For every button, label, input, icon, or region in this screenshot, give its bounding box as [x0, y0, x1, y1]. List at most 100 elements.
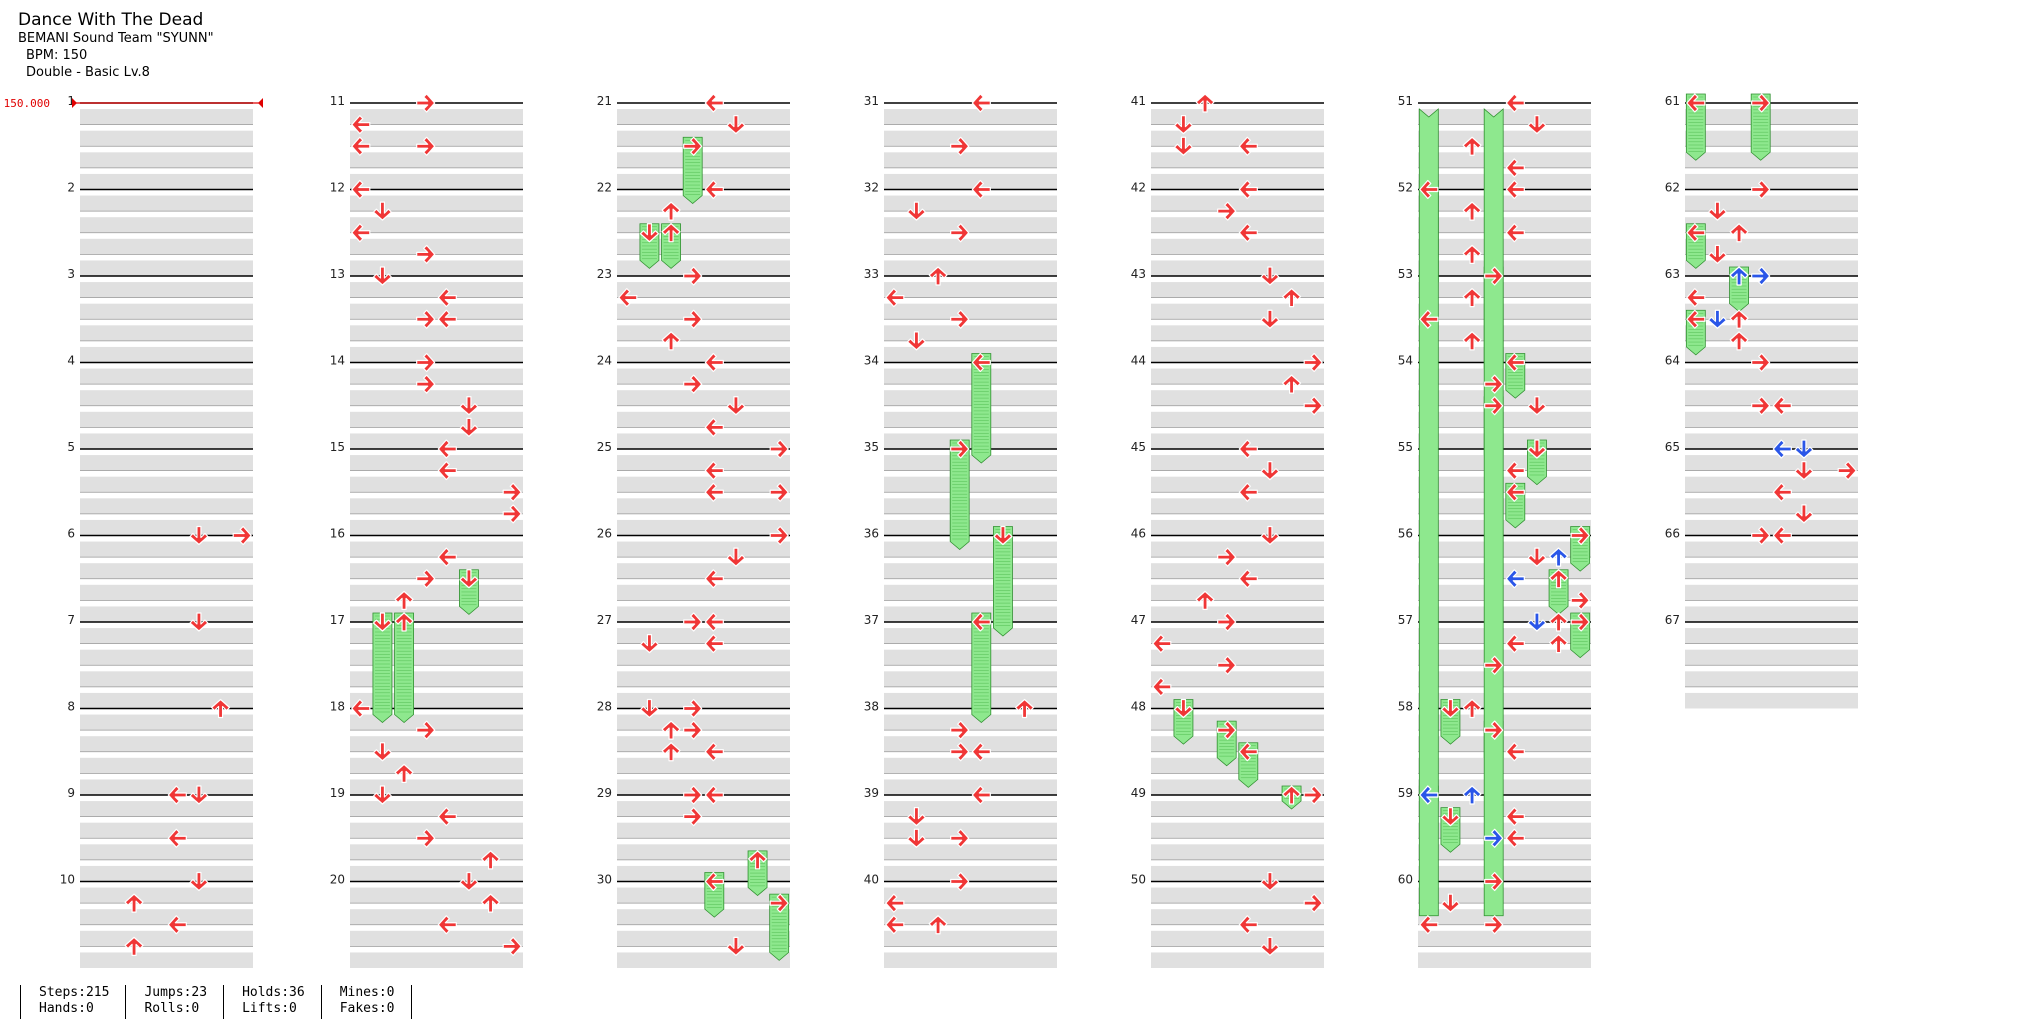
- stat-value: Jumps:23: [144, 985, 208, 1000]
- arrow-up-icon: [480, 893, 501, 913]
- measure-number: 59: [1398, 786, 1413, 800]
- arrow-down-icon: [459, 417, 479, 437]
- measure-number: 62: [1665, 181, 1680, 195]
- beat-band: [350, 109, 523, 125]
- beat-band: [617, 238, 790, 255]
- arrow-up-icon: [394, 763, 414, 783]
- measure-number: 9: [67, 786, 75, 800]
- beat-band: [1685, 433, 1858, 449]
- beat-band: [80, 930, 253, 947]
- arrow-down-icon: [189, 525, 209, 546]
- measure-number: 36: [864, 527, 879, 541]
- beat-band: [884, 433, 1057, 449]
- beat-band: [80, 433, 253, 449]
- arrow-right-icon: [1303, 396, 1323, 416]
- beat-band: [1418, 952, 1591, 968]
- arrow-right-icon: [1570, 525, 1590, 546]
- beat-band: [1151, 563, 1324, 579]
- arrow-left-icon: [971, 742, 991, 762]
- beat-band: [884, 757, 1057, 774]
- beat-band: [1418, 563, 1591, 579]
- arrow-right-icon: [950, 223, 970, 243]
- measure-number: 53: [1398, 267, 1413, 281]
- measure-number: 56: [1398, 527, 1413, 541]
- beat-band: [884, 217, 1057, 233]
- arrow-up-icon: [394, 590, 414, 610]
- beat-band: [1685, 195, 1858, 212]
- beat-band: [1151, 498, 1324, 514]
- measure-number: 1: [67, 94, 75, 108]
- beat-band: [1685, 563, 1858, 579]
- measure-number: 26: [597, 527, 612, 541]
- measure-number: 31: [864, 94, 879, 108]
- measure-number: 51: [1398, 94, 1413, 108]
- arrow-right-icon: [1217, 720, 1237, 740]
- beat-band: [80, 692, 253, 709]
- arrow-down-icon: [189, 785, 209, 805]
- beat-band: [1685, 346, 1858, 363]
- arrow-up-icon: [1281, 785, 1302, 805]
- beat-band: [1151, 541, 1324, 558]
- beat-band: [884, 714, 1057, 731]
- arrow-up-icon: [124, 936, 144, 956]
- arrow-left-icon: [1152, 634, 1172, 654]
- arrow-down-icon: [459, 569, 479, 589]
- arrow-down-icon: [726, 936, 746, 956]
- arrow-left-icon: [704, 179, 724, 200]
- beat-band: [350, 433, 523, 449]
- arrow-right-icon: [950, 439, 970, 459]
- arrow-up-icon: [1195, 590, 1215, 610]
- arrow-left-icon: [1238, 439, 1258, 459]
- beat-band: [884, 649, 1057, 666]
- beat-band: [80, 822, 253, 839]
- arrow-up-icon: [480, 850, 501, 870]
- arrow-up-icon: [394, 612, 414, 632]
- beat-band: [80, 195, 253, 212]
- hold-note: [949, 439, 970, 551]
- arrow-up-icon: [1462, 136, 1482, 156]
- beat-band: [1151, 173, 1324, 190]
- arrow-left-icon: [1419, 309, 1439, 329]
- beat-band: [350, 844, 523, 860]
- beat-band: [1151, 757, 1324, 774]
- arrow-up-icon: [124, 893, 144, 913]
- measure-number: 60: [1398, 873, 1413, 887]
- arrow-right-icon: [416, 93, 436, 113]
- measure-number: 44: [1131, 354, 1146, 368]
- beat-band: [617, 563, 790, 579]
- measure-number: 8: [67, 700, 75, 714]
- beat-band: [884, 606, 1057, 622]
- arrow-left-icon: [167, 915, 187, 935]
- arrow-up-icon: [1548, 569, 1569, 589]
- beat-band: [1151, 152, 1324, 168]
- beat-band: [80, 779, 253, 795]
- beat-band: [617, 757, 790, 774]
- arrow-right-icon: [1751, 93, 1771, 113]
- beat-band: [80, 844, 253, 860]
- arrow-right-icon: [683, 136, 703, 156]
- beat-band: [1151, 433, 1324, 449]
- beat-band: [1418, 455, 1591, 471]
- beat-band: [350, 411, 523, 428]
- beat-band: [884, 541, 1057, 558]
- beat-band: [884, 779, 1057, 795]
- measure-number: 37: [864, 613, 879, 627]
- beat-band: [617, 130, 790, 147]
- hold-note: [993, 526, 1013, 637]
- beat-band: [80, 238, 253, 255]
- beat-band: [1418, 476, 1591, 493]
- arrow-up-icon: [1281, 288, 1302, 308]
- arrow-right-icon: [683, 807, 703, 827]
- beat-band: [350, 584, 523, 601]
- beat-band: [1151, 887, 1324, 904]
- beat-band: [80, 952, 253, 968]
- arrow-down-icon: [189, 612, 209, 632]
- beat-band: [350, 952, 523, 968]
- beat-band: [80, 584, 253, 601]
- beat-band: [617, 844, 790, 860]
- arrow-right-icon: [683, 785, 703, 805]
- arrow-right-icon: [502, 504, 522, 524]
- arrow-left-icon: [971, 785, 991, 805]
- beat-band: [1418, 671, 1591, 687]
- beat-band: [1151, 282, 1324, 298]
